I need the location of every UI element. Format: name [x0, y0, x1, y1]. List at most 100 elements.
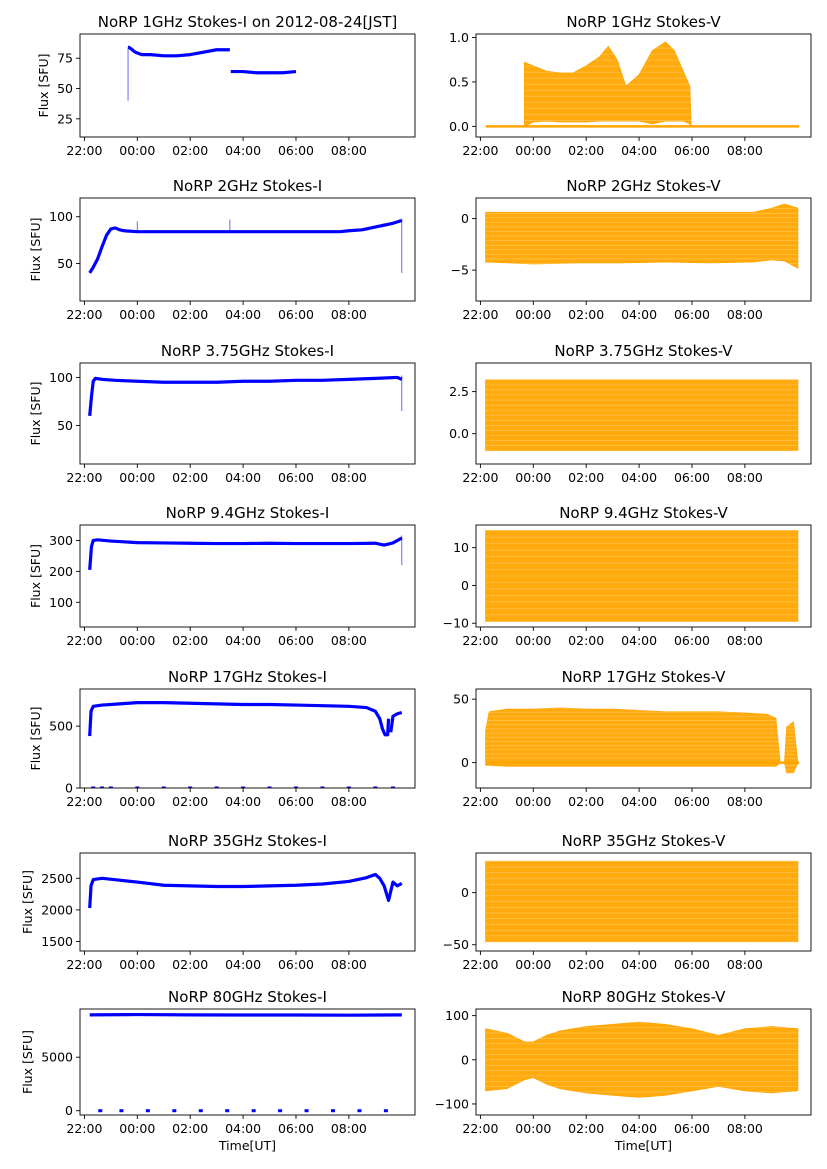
axes-frame	[475, 33, 812, 138]
data-dot	[278, 1109, 283, 1113]
x-tick-label: 04:00	[621, 1121, 657, 1136]
x-tick-label: 04:00	[225, 143, 261, 158]
x-tick-label: 06:00	[674, 470, 710, 485]
x-tick-label: 06:00	[278, 1121, 314, 1136]
x-tick-label: 02:00	[172, 470, 208, 485]
y-tick-label: 50	[453, 692, 469, 707]
axes-frame	[79, 362, 416, 465]
y-tick-label: 100	[49, 370, 73, 385]
y-tick-label: 2000	[41, 902, 73, 917]
data-dot	[357, 1109, 362, 1113]
y-axis-label: Flux [SFU]	[20, 1030, 35, 1094]
y-tick-label: 1500	[41, 934, 73, 949]
y-tick-label: 200	[49, 564, 73, 579]
axes-frame	[475, 362, 812, 465]
axes-frame	[79, 1008, 416, 1116]
x-tick-label: 02:00	[172, 307, 208, 322]
axes-frame	[475, 197, 812, 302]
plot-area	[88, 218, 403, 274]
panel-3.75GHz-V: 22:00 00:00 02:00 04:00 06:00 08:00 0.0 2.5 NoRP…	[449, 342, 812, 485]
x-tick-label: 02:00	[568, 307, 604, 322]
y-tick-label: 0	[461, 1052, 469, 1067]
panel-3.75GHz-I: 22:00 00:00 02:00 04:00 06:00 08:00 50 100 NoRP …	[28, 342, 416, 485]
x-tick-label: 22:00	[66, 957, 102, 972]
x-tick-label: 22:00	[66, 1121, 102, 1136]
panel-80GHz-I: 22:00 00:00 02:00 04:00 06:00 08:00 0 5000 NoRP …	[20, 988, 416, 1153]
x-tick-label: 00:00	[119, 794, 155, 809]
y-tick-label: 0	[461, 755, 469, 770]
data-dot	[188, 786, 193, 788]
x-tick-label: 04:00	[225, 1121, 261, 1136]
data-band	[523, 41, 692, 128]
x-tick-label: 06:00	[674, 307, 710, 322]
data-dot	[390, 786, 395, 788]
data-dot	[98, 1109, 103, 1113]
panel-title: NoRP 9.4GHz Stokes-I	[166, 504, 330, 522]
data-trace	[127, 45, 230, 58]
x-tick-label: 08:00	[727, 470, 763, 485]
x-axis-label: Time[UT]	[218, 1138, 276, 1153]
y-axis-label: Flux [SFU]	[28, 382, 43, 446]
x-tick-label: 08:00	[331, 1121, 367, 1136]
x-tick-label: 22:00	[462, 633, 498, 648]
x-tick-label: 04:00	[225, 470, 261, 485]
x-axis-label: Time[UT]	[614, 1138, 672, 1153]
x-tick-label: 04:00	[621, 307, 657, 322]
data-band	[485, 379, 799, 452]
data-dot	[383, 1109, 388, 1113]
x-tick-label: 00:00	[515, 307, 551, 322]
axes-frame	[475, 1008, 812, 1116]
panel-2GHz-I: 22:00 00:00 02:00 04:00 06:00 08:00 50 100 NoRP …	[28, 177, 416, 322]
y-tick-label: 100	[445, 1008, 469, 1023]
x-tick-label: 02:00	[568, 470, 604, 485]
panel-1GHz-V: 22:00 00:00 02:00 04:00 06:00 08:00 0.0 0.5 1.0 N…	[449, 13, 812, 158]
x-tick-label: 00:00	[515, 794, 551, 809]
data-dot	[108, 786, 113, 788]
axes-frame	[79, 33, 416, 138]
x-tick-label: 06:00	[674, 143, 710, 158]
x-tick-label: 22:00	[462, 1121, 498, 1136]
x-tick-label: 02:00	[568, 1121, 604, 1136]
x-tick-label: 22:00	[462, 470, 498, 485]
plot-area	[485, 530, 799, 622]
x-tick-label: 02:00	[568, 633, 604, 648]
x-tick-label: 00:00	[515, 633, 551, 648]
axes-frame	[475, 688, 812, 789]
panels: 22:00 00:00 02:00 04:00 06:00 08:00 25 50 75 NoRP…	[20, 13, 812, 1153]
x-tick-label: 04:00	[621, 633, 657, 648]
y-tick-label: 0	[65, 1103, 73, 1118]
x-tick-label: 22:00	[462, 143, 498, 158]
y-tick-label: 300	[49, 533, 73, 548]
y-tick-label: 25	[57, 111, 73, 126]
y-tick-label: 0.0	[449, 426, 469, 441]
data-dot	[161, 786, 166, 788]
axes-frame	[475, 524, 812, 628]
data-dot	[198, 1109, 203, 1113]
panel-2GHz-V: 22:00 00:00 02:00 04:00 06:00 08:00 −5 0 NoRP 2G…	[451, 177, 812, 322]
axes-frame	[475, 852, 812, 952]
y-tick-label: 0.0	[449, 119, 469, 134]
y-tick-label: 100	[49, 595, 73, 610]
data-band	[485, 530, 799, 622]
data-dot	[304, 1109, 309, 1113]
y-tick-label: −5	[451, 263, 469, 278]
data-dot	[225, 1109, 230, 1113]
x-tick-label: 08:00	[727, 1121, 763, 1136]
data-dot	[100, 786, 105, 788]
x-tick-label: 08:00	[727, 794, 763, 809]
axes-frame	[79, 852, 416, 952]
data-dot	[373, 786, 378, 788]
data-dot	[241, 786, 246, 788]
panel-1GHz-I: 22:00 00:00 02:00 04:00 06:00 08:00 25 50 75 NoRP…	[36, 13, 416, 158]
x-tick-label: 02:00	[172, 794, 208, 809]
data-dot	[251, 1109, 256, 1113]
plot-area	[485, 707, 800, 774]
panel-title: NoRP 35GHz Stokes-V	[562, 832, 727, 850]
x-tick-label: 06:00	[278, 470, 314, 485]
y-tick-label: 50	[57, 81, 73, 96]
panel-title: NoRP 3.75GHz Stokes-V	[554, 342, 733, 360]
data-dot	[119, 1109, 124, 1113]
data-dot	[91, 786, 96, 788]
plot-area	[485, 41, 800, 128]
y-axis-label: Flux [SFU]	[28, 218, 43, 282]
